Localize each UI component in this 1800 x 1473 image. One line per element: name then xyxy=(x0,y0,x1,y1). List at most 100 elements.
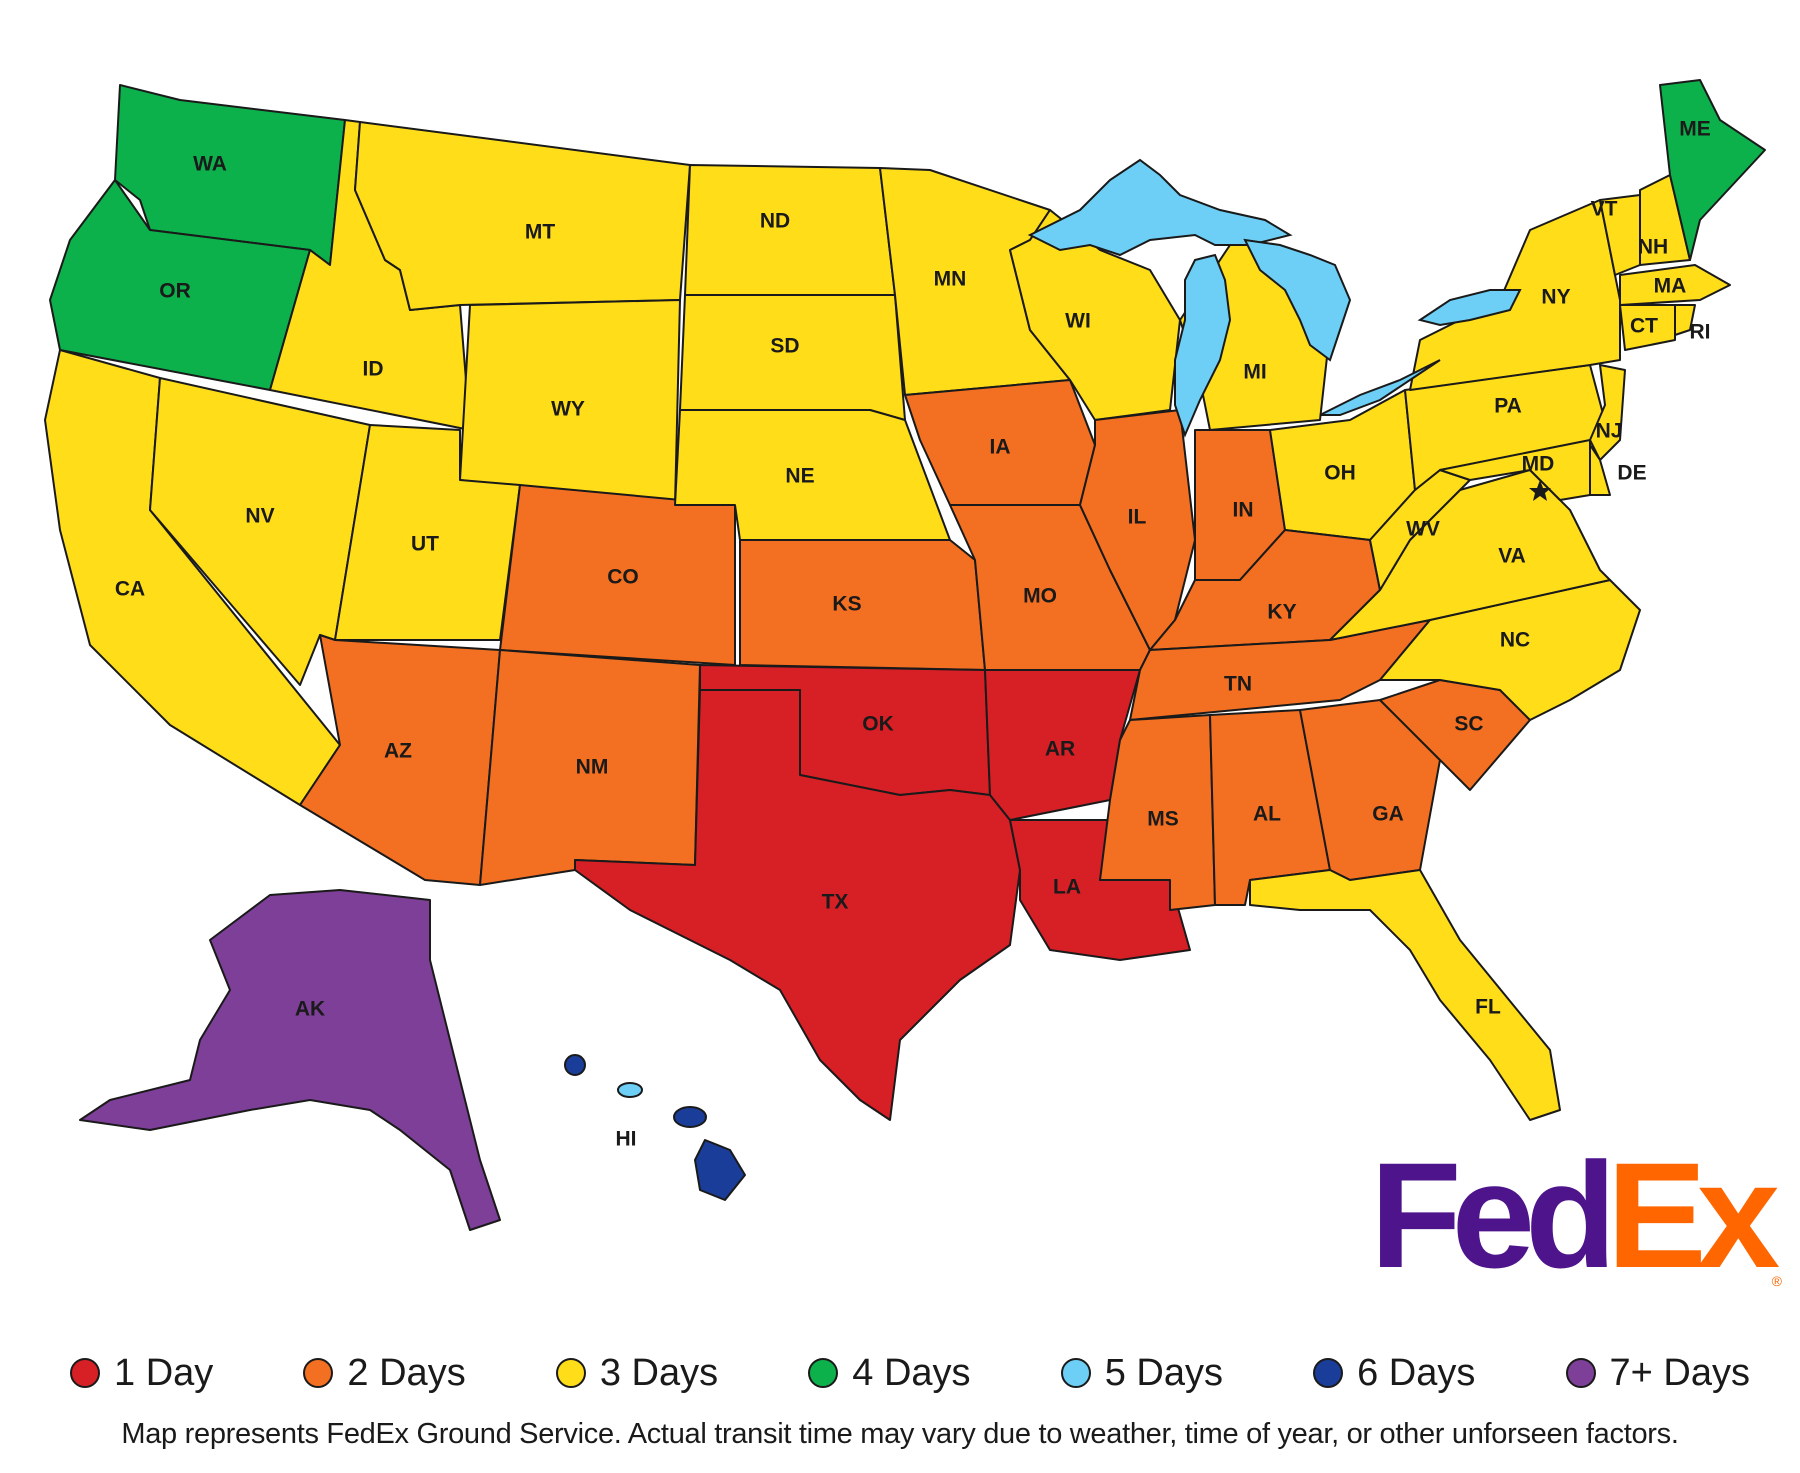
state-label-la: LA xyxy=(1053,876,1081,899)
state-mt xyxy=(354,121,691,311)
legend-label: 4 Days xyxy=(852,1351,971,1394)
state-label-wi: WI xyxy=(1065,310,1091,333)
state-label-vt: VT xyxy=(1591,198,1618,221)
state-label-mo: MO xyxy=(1023,585,1057,608)
state-label-de: DE xyxy=(1617,462,1646,485)
legend-label: 2 Days xyxy=(347,1351,466,1394)
legend-swatch-icon xyxy=(555,1358,586,1388)
state-or xyxy=(49,179,311,391)
legend-item: 7+ Days xyxy=(1565,1351,1750,1395)
state-label-wy: WY xyxy=(551,398,585,421)
state-hi-oahu xyxy=(617,1082,643,1098)
state-label-nc: NC xyxy=(1500,629,1530,652)
state-label-il: IL xyxy=(1128,506,1147,529)
state-label-sc: SC xyxy=(1454,713,1483,736)
legend-swatch-icon xyxy=(1313,1358,1344,1388)
state-label-nm: NM xyxy=(576,756,609,779)
state-label-mi: MI xyxy=(1243,361,1266,384)
state-tx xyxy=(574,689,1021,1121)
dc-star-icon xyxy=(1529,480,1551,501)
state-label-va: VA xyxy=(1498,545,1526,568)
state-label-mn: MN xyxy=(934,268,967,291)
state-label-ia: IA xyxy=(990,436,1011,459)
state-md xyxy=(1439,439,1591,501)
state-label-ct: CT xyxy=(1630,315,1658,338)
state-ct xyxy=(1619,304,1676,351)
state-label-ny: NY xyxy=(1541,286,1570,309)
state-label-nd: ND xyxy=(760,210,790,233)
legend-swatch-icon xyxy=(808,1358,839,1388)
state-ma xyxy=(1619,264,1731,306)
state-hi-kauai xyxy=(564,1054,586,1076)
state-label-ne: NE xyxy=(785,465,814,488)
state-label-nv: NV xyxy=(245,505,274,528)
state-label-nh: NH xyxy=(1638,236,1668,259)
state-label-md: MD xyxy=(1522,453,1555,476)
state-label-sd: SD xyxy=(770,335,799,358)
state-label-ri: RI xyxy=(1690,321,1711,344)
legend-item: 3 Days xyxy=(555,1351,719,1395)
lake-huron xyxy=(1243,238,1352,362)
state-me xyxy=(1659,79,1766,261)
logo-fed: Fed xyxy=(1370,1131,1617,1299)
state-label-tn: TN xyxy=(1224,673,1252,696)
state-label-hi: HI xyxy=(616,1128,637,1151)
legend-swatch-icon xyxy=(70,1358,100,1388)
registered-mark-icon: ® xyxy=(1771,1273,1782,1289)
state-label-ak: AK xyxy=(295,998,325,1021)
state-labels: WA OR CA NV ID MT WY UT AZ CO NM ND SD N… xyxy=(115,118,1711,1151)
state-label-fl: FL xyxy=(1475,996,1501,1019)
state-label-ca: CA xyxy=(115,578,145,601)
legend-swatch-icon xyxy=(1060,1358,1091,1388)
lake-erie xyxy=(1319,359,1441,416)
legend-label: 3 Days xyxy=(599,1351,719,1394)
state-ri xyxy=(1674,304,1696,336)
lake-ontario xyxy=(1417,289,1522,327)
lake-superior xyxy=(1027,158,1293,257)
state-label-wv: WV xyxy=(1406,518,1440,541)
state-nc xyxy=(1379,579,1641,721)
legend-item: 5 Days xyxy=(1060,1351,1223,1395)
legend-swatch-icon xyxy=(1565,1358,1596,1388)
state-label-az: AZ xyxy=(384,740,412,763)
state-label-ut: UT xyxy=(411,533,439,556)
state-ks xyxy=(739,539,986,671)
state-label-nj: NJ xyxy=(1596,420,1623,443)
state-label-oh: OH xyxy=(1324,462,1356,485)
state-label-ar: AR xyxy=(1045,738,1075,761)
state-label-in: IN xyxy=(1233,499,1254,522)
legend-item: 1 Day xyxy=(70,1352,213,1395)
state-label-me: ME xyxy=(1679,118,1711,141)
state-label-id: ID xyxy=(363,358,384,381)
legend-item: 2 Days xyxy=(303,1351,466,1395)
state-ak xyxy=(79,889,501,1231)
state-label-al: AL xyxy=(1253,803,1281,826)
state-label-tx: TX xyxy=(822,891,849,914)
legend-swatch-icon xyxy=(303,1358,334,1388)
state-hi-maui xyxy=(673,1106,707,1128)
logo-ex: Ex xyxy=(1606,1131,1781,1299)
legend-label: 6 Days xyxy=(1357,1351,1476,1394)
legend-item: 4 Days xyxy=(808,1351,971,1395)
state-label-ky: KY xyxy=(1267,601,1296,624)
legend: 1 Day 2 Days 3 Days 4 Days 5 Days 6 Days 7+ Da… xyxy=(70,1348,1750,1398)
legend-item: 6 Days xyxy=(1313,1352,1475,1395)
state-fl xyxy=(1249,869,1561,1121)
state-label-ga: GA xyxy=(1372,803,1404,826)
state-hi-big-island xyxy=(694,1139,746,1201)
legend-label: 7+ Days xyxy=(1609,1351,1750,1394)
state-label-co: CO xyxy=(607,566,639,589)
state-label-pa: PA xyxy=(1494,395,1522,418)
fedex-logo: FedEx ® xyxy=(1370,1140,1782,1290)
lake-michigan xyxy=(1174,253,1232,438)
legend-label: 5 Days xyxy=(1104,1351,1223,1394)
footnote: Map represents FedEx Ground Service. Act… xyxy=(121,1418,1679,1450)
state-label-ms: MS xyxy=(1147,808,1179,831)
state-label-ks: KS xyxy=(832,593,861,616)
state-label-or: OR xyxy=(159,280,191,303)
state-label-wa: WA xyxy=(193,153,227,176)
legend-label: 1 Day xyxy=(114,1351,214,1394)
state-label-ma: MA xyxy=(1654,275,1687,298)
state-label-mt: MT xyxy=(525,221,555,244)
